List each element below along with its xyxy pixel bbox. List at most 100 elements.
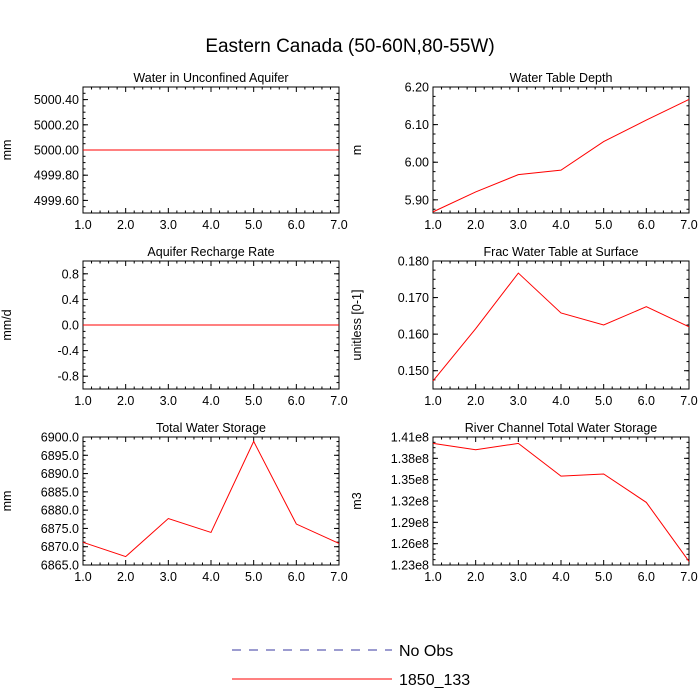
y-tick-label: 1.23e8 (391, 559, 429, 573)
y-tick-label: 4999.60 (34, 194, 79, 208)
plot-frame (432, 436, 690, 566)
series-line-1850_133 (432, 442, 690, 562)
x-tick-label: 3.0 (160, 394, 177, 408)
x-tick-label: 6.0 (638, 394, 655, 408)
y-axis-label: mm/d (0, 309, 14, 340)
plot-frame (432, 260, 690, 390)
x-tick-label: 5.0 (245, 394, 262, 408)
x-tick-label: 5.0 (595, 570, 612, 584)
x-tick-label: 1.0 (74, 570, 91, 584)
x-tick-label: 5.0 (595, 218, 612, 232)
y-tick-label: 6880.0 (41, 504, 79, 518)
x-tick-label: 7.0 (680, 394, 697, 408)
x-tick-label: 1.0 (74, 218, 91, 232)
y-tick-label: -0.4 (57, 344, 79, 358)
x-tick-label: 4.0 (552, 570, 569, 584)
x-tick-label: 1.0 (424, 570, 441, 584)
y-tick-label: 6890.0 (41, 467, 79, 481)
y-tick-label: 6865.0 (41, 559, 79, 573)
x-tick-label: 4.0 (202, 570, 219, 584)
y-tick-label: 0.150 (398, 364, 429, 378)
panel-title: River Channel Total Water Storage (465, 421, 658, 435)
panel-6: River Channel Total Water Storage m3 1.0 2.… (350, 421, 698, 584)
y-tick-label: 1.26e8 (391, 537, 429, 551)
x-tick-label: 2.0 (467, 218, 484, 232)
x-tick-label: 3.0 (160, 218, 177, 232)
x-tick-label: 6.0 (638, 218, 655, 232)
y-tick-label: 5000.00 (34, 144, 79, 158)
x-tick-label: 7.0 (680, 218, 697, 232)
x-tick-label: 1.0 (424, 394, 441, 408)
x-tick-label: 7.0 (330, 394, 347, 408)
x-tick-label: 1.0 (74, 394, 91, 408)
y-tick-label: 1.32e8 (391, 495, 429, 509)
series-line-1850_133 (432, 272, 690, 382)
x-tick-label: 6.0 (638, 570, 655, 584)
y-tick-label: 0.160 (398, 328, 429, 342)
panel-title: Water in Unconfined Aquifer (133, 71, 288, 85)
y-tick-label: 6900.0 (41, 431, 79, 445)
y-tick-label: 5000.20 (34, 118, 79, 132)
y-axis-label: mm (0, 140, 14, 161)
y-tick-label: 1.38e8 (391, 452, 429, 466)
x-tick-label: 3.0 (510, 570, 527, 584)
x-tick-label: 7.0 (330, 570, 347, 584)
x-tick-label: 6.0 (288, 394, 305, 408)
x-tick-label: 3.0 (510, 394, 527, 408)
x-tick-label: 4.0 (552, 218, 569, 232)
y-axis-label: m (350, 145, 364, 155)
y-tick-label: 0.8 (62, 267, 79, 281)
x-tick-label: 5.0 (245, 218, 262, 232)
y-tick-label: 1.35e8 (391, 473, 429, 487)
y-tick-label: 0.180 (398, 255, 429, 269)
x-tick-label: 4.0 (552, 394, 569, 408)
x-tick-label: 2.0 (117, 570, 134, 584)
y-tick-label: 0.0 (62, 319, 79, 333)
x-tick-label: 2.0 (467, 570, 484, 584)
panel-title: Aquifer Recharge Rate (147, 245, 274, 259)
y-tick-label: 0.4 (62, 293, 79, 307)
x-tick-label: 3.0 (160, 570, 177, 584)
x-tick-label: 7.0 (680, 570, 697, 584)
x-tick-label: 7.0 (330, 218, 347, 232)
x-tick-label: 6.0 (288, 218, 305, 232)
x-tick-label: 5.0 (595, 394, 612, 408)
y-axis-label: m3 (350, 492, 364, 509)
y-tick-label: 6885.0 (41, 485, 79, 499)
legend-label-1850-133: 1850_133 (399, 672, 470, 689)
panel-5: Total Water Storage mm 1.0 2.0 3.0 4.0 5.0 6.0 7… (0, 421, 348, 584)
legend-label-no-obs: No Obs (399, 643, 453, 660)
panel-2: Water Table Depth m 1.0 2.0 3.0 4.0 5.0 6.0 7.0 5… (350, 71, 698, 232)
series-line-1850_133 (432, 98, 690, 213)
y-tick-label: 1.41e8 (391, 431, 429, 445)
x-tick-label: 2.0 (117, 394, 134, 408)
figure-title: Eastern Canada (50-60N,80-55W) (205, 36, 494, 57)
y-tick-label: 6.10 (405, 118, 429, 132)
y-tick-label: 6.20 (405, 81, 429, 95)
x-tick-label: 6.0 (288, 570, 305, 584)
y-tick-label: 5.90 (405, 193, 429, 207)
y-tick-label: 6895.0 (41, 449, 79, 463)
panel-3: Aquifer Recharge Rate mm/d 1.0 2.0 3.0 4.0 5.0… (0, 245, 348, 408)
x-tick-label: 5.0 (245, 570, 262, 584)
y-axis-label: unitless [0-1] (350, 290, 364, 361)
panel-1: Water in Unconfined Aquifer mm 1.0 2.0 3.0 4.… (0, 71, 348, 232)
x-tick-label: 4.0 (202, 218, 219, 232)
panel-title: Frac Water Table at Surface (484, 245, 639, 259)
x-tick-label: 3.0 (510, 218, 527, 232)
y-axis-label: mm (0, 491, 14, 512)
legend: No Obs 1850_133 (232, 643, 470, 689)
y-tick-label: 1.29e8 (391, 516, 429, 530)
x-tick-label: 2.0 (117, 218, 134, 232)
x-tick-label: 1.0 (424, 218, 441, 232)
plot-frame (82, 436, 340, 566)
y-tick-label: 4999.80 (34, 169, 79, 183)
panel-title: Water Table Depth (510, 71, 613, 85)
panels: Water in Unconfined Aquifer mm 1.0 2.0 3.0 4.… (0, 71, 698, 584)
y-tick-label: 6875.0 (41, 522, 79, 536)
x-tick-label: 4.0 (202, 394, 219, 408)
y-tick-label: 6870.0 (41, 540, 79, 554)
x-tick-label: 2.0 (467, 394, 484, 408)
y-tick-label: 6.00 (405, 156, 429, 170)
